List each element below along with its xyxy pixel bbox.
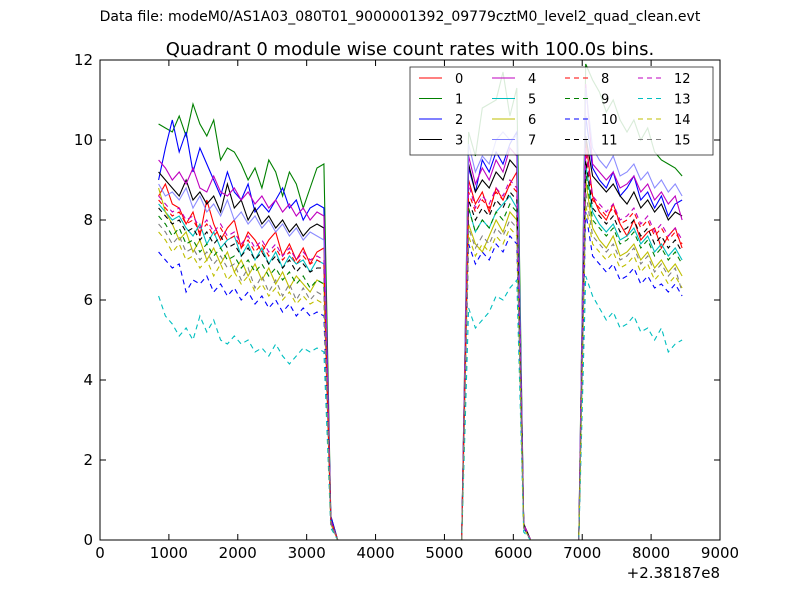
- legend-label-10: 10: [601, 113, 618, 128]
- figure-supertitle: Data file: modeM0/AS1A03_080T01_90000013…: [99, 9, 701, 25]
- legend-label-5: 5: [528, 93, 536, 108]
- legend-label-0: 0: [455, 72, 463, 87]
- y-tick-label: 10: [74, 131, 93, 149]
- x-tick-label: 9000: [701, 544, 739, 562]
- legend-label-3: 3: [455, 134, 463, 149]
- series-line-8: [158, 151, 683, 541]
- x-axis-offset-label: +2.38187e8: [627, 564, 720, 582]
- legend-label-14: 14: [674, 113, 691, 128]
- series-line-12: [158, 147, 683, 541]
- legend-frame: [409, 66, 714, 156]
- series-line-7: [158, 87, 683, 541]
- legend-label-6: 6: [528, 113, 536, 128]
- series-line-6: [158, 179, 683, 541]
- legend-label-8: 8: [601, 72, 609, 87]
- x-tick-label: 4000: [356, 544, 394, 562]
- legend-label-13: 13: [674, 93, 691, 108]
- legend-label-9: 9: [601, 93, 609, 108]
- series-line-0: [158, 139, 683, 541]
- x-tick-label: 2000: [219, 544, 257, 562]
- series-line-3: [158, 135, 683, 541]
- legend-label-12: 12: [674, 72, 691, 87]
- legend-label-2: 2: [455, 113, 463, 128]
- legend-label-1: 1: [455, 93, 463, 108]
- series-line-9: [158, 171, 683, 541]
- y-tick-label: 4: [83, 371, 93, 389]
- y-tick-label: 0: [83, 531, 93, 549]
- legend-label-15: 15: [674, 134, 691, 149]
- axes-ticks: 0 1000 2000 3000 4000 5000 6000 7000 8000 9000 0 2 4…: [74, 51, 739, 562]
- legend-label-11: 11: [601, 134, 618, 149]
- x-tick-label: 3000: [288, 544, 326, 562]
- legend-label-7: 7: [528, 134, 536, 149]
- legend-label-4: 4: [528, 72, 536, 87]
- series-line-2: [158, 115, 683, 541]
- x-tick-label: 6000: [494, 544, 532, 562]
- y-tick-label: 2: [83, 451, 93, 469]
- x-tick-label: 7000: [563, 544, 601, 562]
- x-tick-label: 5000: [425, 544, 463, 562]
- series-line-14: [158, 203, 683, 541]
- y-tick-label: 12: [74, 51, 93, 69]
- series-line-13: [158, 275, 683, 541]
- y-tick-label: 8: [83, 211, 93, 229]
- y-tick-label: 6: [83, 291, 93, 309]
- x-tick-label: 0: [95, 544, 105, 562]
- x-tick-label: 1000: [150, 544, 188, 562]
- series-line-5: [158, 163, 683, 541]
- x-tick-label: 8000: [632, 544, 670, 562]
- chart-title: Quadrant 0 module wise count rates with …: [166, 39, 655, 60]
